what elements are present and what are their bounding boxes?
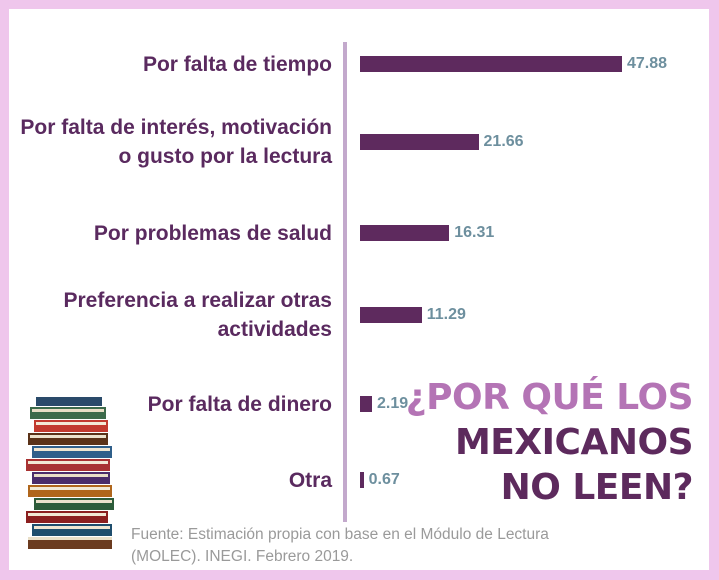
category-label-line: Por falta de interés, motivación [20, 116, 332, 139]
value-label: 16.31 [454, 224, 495, 241]
category-label: Preferencia a realizar otras actividades [12, 286, 333, 344]
value-label: 2.19 [376, 395, 409, 412]
category-label-line: Preferencia a realizar otras [63, 289, 333, 312]
bar [360, 472, 364, 488]
category-label-line: Por falta de tiempo [142, 52, 332, 76]
category-label-line: o gusto por la lectura [118, 145, 332, 168]
bar [360, 225, 450, 241]
value-label: 21.66 [483, 133, 524, 150]
bar [360, 307, 422, 323]
source-line-1: Fuente: Estimación propia con base en el… [131, 526, 549, 543]
category-label-line: Por problemas de salud [93, 221, 332, 245]
headline-line-3: NO LEEN? [500, 467, 694, 508]
category-label: Por problemas de salud [12, 219, 332, 248]
category-label: Por falta de interés, motivación o gusto … [12, 113, 332, 171]
category-label-line: Otra [288, 468, 332, 492]
value-label: 47.88 [627, 55, 668, 72]
source-note: Fuente: Estimación propia con base en el… [131, 524, 601, 568]
category-label: Otra [12, 466, 332, 495]
category-label-line: actividades [217, 318, 332, 341]
source-line-2: (MOLEC). INEGI. Febrero 2019. [131, 548, 354, 565]
value-label: 11.29 [426, 306, 466, 323]
bar [360, 134, 479, 150]
category-label-line: Por falta de dinero [147, 392, 332, 416]
chart-axis-line [343, 42, 347, 522]
category-label: Por falta de dinero [12, 390, 332, 419]
bar [360, 396, 372, 412]
headline: ¿POR QUÉ LOS MEXICANOS NO LEEN? [405, 375, 694, 510]
headline-line-1: ¿POR QUÉ LOS [405, 377, 694, 418]
headline-line-2: MEXICANOS [454, 422, 694, 463]
stack-of-books-icon [26, 397, 114, 549]
bar [360, 56, 622, 72]
category-label: Por falta de tiempo [12, 50, 332, 79]
value-label: 0.67 [368, 471, 400, 488]
